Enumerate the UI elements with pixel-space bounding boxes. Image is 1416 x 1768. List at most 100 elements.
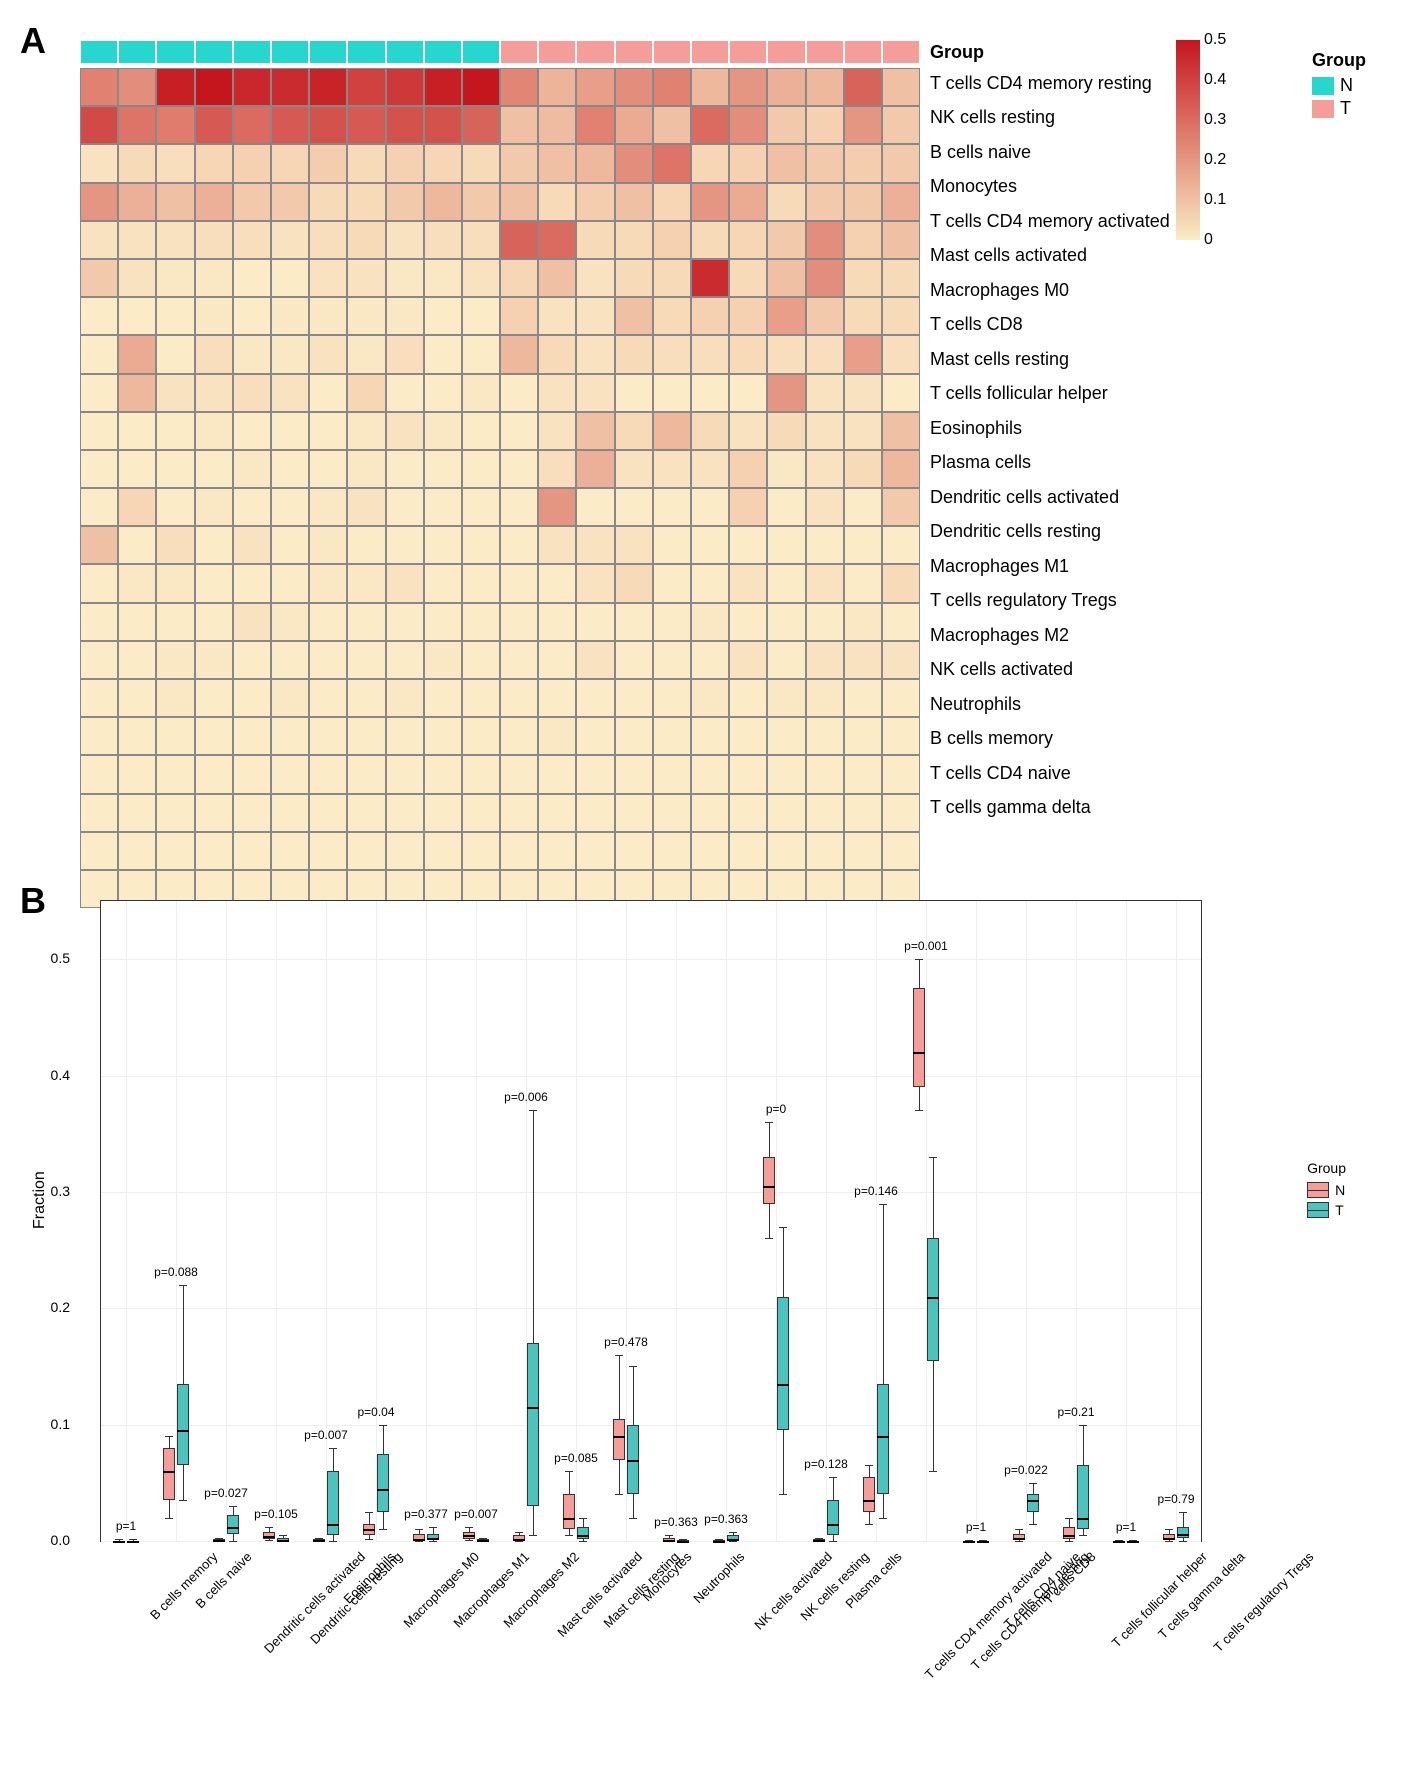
group-cell — [882, 40, 920, 64]
heatmap-cell — [500, 221, 538, 259]
heatmap-cell — [653, 717, 691, 755]
heatmap-cell — [844, 526, 882, 564]
median-line — [1027, 1500, 1039, 1502]
heatmap-cell — [386, 679, 424, 717]
heatmap-cell — [538, 335, 576, 373]
heatmap-cell — [80, 183, 118, 221]
heatmap-cell — [653, 68, 691, 106]
y-axis-title: Fraction — [31, 1171, 49, 1229]
heatmap-cell — [691, 641, 729, 679]
heatmap-cell — [424, 488, 462, 526]
heatmap-cell — [806, 832, 844, 870]
heatmap-cell — [195, 450, 233, 488]
heatmap-cell — [615, 259, 653, 297]
heatmap-cell — [118, 564, 156, 602]
grid-line — [376, 901, 377, 1541]
heatmap-cell — [347, 335, 385, 373]
heatmap-cell — [538, 564, 576, 602]
whisker-cap — [929, 1471, 937, 1472]
median-line — [1013, 1538, 1025, 1540]
whisker-cap — [915, 959, 923, 960]
heatmap-cell — [462, 183, 500, 221]
heatmap-cell — [729, 755, 767, 793]
heatmap-cell — [576, 603, 614, 641]
heatmap-cell — [233, 144, 271, 182]
heatmap-cell — [500, 603, 538, 641]
heatmap-cell — [615, 106, 653, 144]
heatmap-row-label: Dendritic cells resting — [930, 515, 1170, 550]
whisker-cap — [779, 1494, 787, 1495]
median-line — [363, 1529, 375, 1531]
heatmap-cell — [729, 335, 767, 373]
whisker-cap — [629, 1366, 637, 1367]
heatmap-cell — [500, 450, 538, 488]
heatmap-cell — [538, 412, 576, 450]
heatmap-cell — [615, 794, 653, 832]
heatmap-cell — [767, 412, 805, 450]
heatmap-cell — [691, 183, 729, 221]
heatmap-cell — [309, 488, 347, 526]
heatmap-cell — [386, 488, 424, 526]
whisker-cap — [615, 1355, 623, 1356]
whisker-cap — [629, 1518, 637, 1519]
heatmap-cell — [844, 297, 882, 335]
heatmap-cell — [767, 221, 805, 259]
panel-a: A Group T cells CD4 memory restingNK cel… — [20, 20, 1396, 850]
median-line — [777, 1384, 789, 1386]
heatmap-cell — [882, 526, 920, 564]
heatmap-cell — [806, 717, 844, 755]
p-value-label: p=0.006 — [504, 1090, 548, 1104]
heatmap-cell — [576, 335, 614, 373]
colorbar-tick: 0.1 — [1204, 191, 1226, 209]
heatmap-cell — [424, 679, 462, 717]
heatmap-cell — [309, 297, 347, 335]
median-line — [763, 1186, 775, 1188]
y-tick: 0.3 — [51, 1183, 70, 1199]
legend-panel-b: Group NT — [1307, 1160, 1346, 1222]
heatmap-cell — [691, 488, 729, 526]
grid-line — [676, 901, 677, 1541]
heatmap-cell — [653, 641, 691, 679]
heatmap-cell — [882, 755, 920, 793]
heatmap-cell — [233, 679, 271, 717]
heatmap-cell — [118, 717, 156, 755]
heatmap-cell — [271, 603, 309, 641]
heatmap-cell — [806, 564, 844, 602]
grid-line — [1076, 901, 1077, 1541]
heatmap-cell — [309, 679, 347, 717]
legend-item: T — [1307, 1202, 1346, 1218]
heatmap-cell — [691, 679, 729, 717]
heatmap-cell — [767, 679, 805, 717]
heatmap-cell — [729, 832, 767, 870]
heatmap-cell — [691, 259, 729, 297]
heatmap-cell — [729, 526, 767, 564]
p-value-label: p=0.001 — [904, 939, 948, 953]
p-value-label: p=0.363 — [704, 1512, 748, 1526]
heatmap-cell — [691, 832, 729, 870]
heatmap-cell — [653, 144, 691, 182]
median-line — [977, 1541, 989, 1543]
heatmap-cell — [271, 144, 309, 182]
heatmap-cell — [233, 259, 271, 297]
heatmap-cell — [347, 564, 385, 602]
heatmap-cell — [615, 641, 653, 679]
whisker-cap — [615, 1494, 623, 1495]
heatmap-cell — [500, 68, 538, 106]
grid-line — [326, 901, 327, 1541]
heatmap-cell — [424, 564, 462, 602]
p-value-label: p=0.79 — [1157, 1492, 1194, 1506]
heatmap-cell — [80, 221, 118, 259]
median-line — [377, 1489, 389, 1491]
whisker-cap — [565, 1535, 573, 1536]
heatmap-cell — [806, 412, 844, 450]
heatmap-cell — [844, 755, 882, 793]
heatmap-cell — [271, 335, 309, 373]
heatmap-cell — [347, 297, 385, 335]
heatmap-cell — [576, 374, 614, 412]
heatmap-cell — [615, 564, 653, 602]
group-cell — [80, 40, 118, 64]
group-cell — [309, 40, 347, 64]
heatmap-cell — [615, 221, 653, 259]
heatmap-cell — [767, 641, 805, 679]
grid-line — [776, 901, 777, 1541]
